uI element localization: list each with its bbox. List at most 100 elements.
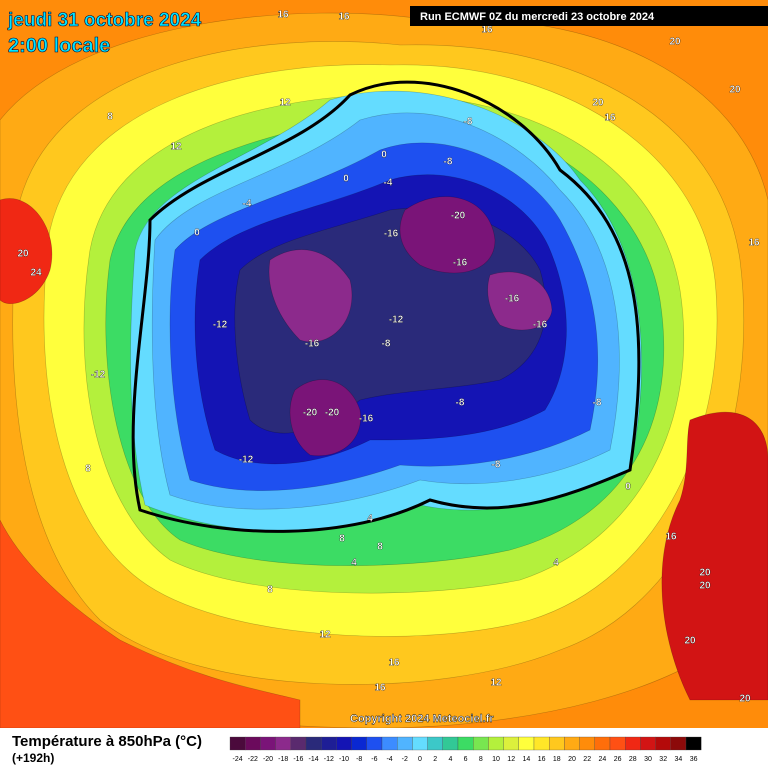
scale-swatch xyxy=(533,736,550,751)
scale-swatch xyxy=(609,736,626,751)
contour-label: 0 xyxy=(194,228,200,239)
scale-tick-label: 4 xyxy=(448,756,452,763)
copyright: Copyright 2024 Meteociel.fr xyxy=(350,713,494,725)
lead-time: (+192h) xyxy=(12,751,54,765)
contour-label: -16 xyxy=(505,294,520,305)
scale-swatch xyxy=(275,736,291,751)
contour-label: 20 xyxy=(729,85,741,96)
contour-label: -8 xyxy=(382,339,391,350)
scale-swatch xyxy=(670,736,687,751)
scale-swatch xyxy=(351,736,367,751)
scale-swatch xyxy=(594,736,611,751)
scale-tick-label: -12 xyxy=(324,756,334,763)
scale-tick-label: -22 xyxy=(248,756,258,763)
temperature-band xyxy=(0,198,53,305)
contour-label: 16 xyxy=(388,658,400,669)
scale-tick-label: 32 xyxy=(659,756,667,763)
scale-swatch xyxy=(381,736,398,751)
contour-label: 24 xyxy=(30,268,42,279)
contour-label: -4 xyxy=(243,199,252,210)
scale-tick-label: 24 xyxy=(599,756,607,763)
scale-swatch xyxy=(503,736,519,751)
scale-tick-label: 36 xyxy=(690,756,698,763)
contour-label: 8 xyxy=(107,112,113,123)
contour-label: 16 xyxy=(374,683,386,694)
contour-label: 4 xyxy=(553,558,559,569)
scale-tick-label: 12 xyxy=(507,756,515,763)
scale-tick-label: 10 xyxy=(492,756,500,763)
scale-swatch xyxy=(412,736,428,751)
scale-tick-label: 16 xyxy=(538,756,546,763)
temperature-band xyxy=(661,411,768,701)
temperature-band xyxy=(399,196,496,274)
contour-label: -12 xyxy=(389,315,404,326)
temperature-field xyxy=(0,12,768,729)
scale-tick-label: 18 xyxy=(553,756,561,763)
scale-swatch xyxy=(625,736,641,751)
scale-swatch xyxy=(640,736,656,751)
scale-swatch xyxy=(260,736,276,751)
scale-tick-label: 6 xyxy=(464,756,468,763)
contour-label: 12 xyxy=(279,98,291,109)
contour-label: 16 xyxy=(748,238,760,249)
scale-tick-label: 2 xyxy=(433,756,437,763)
scale-swatch xyxy=(564,736,580,751)
contour-label: -20 xyxy=(303,408,318,419)
scale-tick-label: -10 xyxy=(339,756,349,763)
contour-label: 8 xyxy=(267,585,273,596)
scale-swatch xyxy=(685,736,702,751)
scale-swatch xyxy=(321,736,337,751)
scale-tick-label: -18 xyxy=(278,756,288,763)
contour-label: -16 xyxy=(305,339,320,350)
scale-swatch xyxy=(245,736,261,751)
scale-tick-label: -24 xyxy=(233,756,243,763)
temperature-band xyxy=(487,271,553,331)
contour-label: 12 xyxy=(319,630,331,641)
contour-label: 4 xyxy=(367,514,373,525)
zero-isotherm xyxy=(131,80,641,533)
contour-label: -8 xyxy=(456,398,465,409)
scale-tick-label: -20 xyxy=(263,756,273,763)
scale-tick-label: 30 xyxy=(644,756,652,763)
contour-label: -12 xyxy=(91,370,106,381)
scale-tick-label: -6 xyxy=(371,756,377,763)
scale-tick-label: -4 xyxy=(386,756,392,763)
scale-swatch xyxy=(397,736,413,751)
scale-swatch xyxy=(488,736,504,751)
contour-label: 16 xyxy=(277,10,289,21)
contour-label: -8 xyxy=(444,157,453,168)
scale-swatch xyxy=(336,736,352,751)
contour-label: 16 xyxy=(604,113,616,124)
scale-swatch xyxy=(229,736,246,751)
scale-swatch xyxy=(442,736,459,751)
scale-swatch xyxy=(457,736,474,751)
scale-tick-label: 34 xyxy=(675,756,683,763)
contour-label: -20 xyxy=(325,408,340,419)
scale-swatch xyxy=(427,736,443,751)
temperature-band xyxy=(0,519,301,729)
scale-tick-label: -2 xyxy=(402,756,408,763)
contour-label: 0 xyxy=(381,150,387,161)
run-info: Run ECMWF 0Z du mercredi 23 octobre 2024 xyxy=(420,11,655,23)
contour-label: -12 xyxy=(239,455,254,466)
contour-label: 20 xyxy=(739,694,751,705)
contour-label: 12 xyxy=(170,142,182,153)
contour-label: 16 xyxy=(665,532,677,543)
scale-swatch xyxy=(579,736,595,751)
contour-label: 8 xyxy=(339,534,345,545)
scale-swatch xyxy=(518,736,535,751)
time: 2:00 locale xyxy=(8,35,110,57)
contour-label: -8 xyxy=(593,398,602,409)
contour-label: 16 xyxy=(338,12,350,23)
contour-label: 0 xyxy=(343,174,349,185)
contour-label: -16 xyxy=(359,414,374,425)
scale-tick-label: -16 xyxy=(293,756,303,763)
scale-swatch xyxy=(549,736,565,751)
contour-label: 8 xyxy=(85,464,91,475)
scale-tick-label: 20 xyxy=(568,756,576,763)
contour-label: -16 xyxy=(453,258,468,269)
contour-label: 20 xyxy=(17,249,29,260)
contour-label: 20 xyxy=(592,98,604,109)
contour-label: -16 xyxy=(384,229,399,240)
contour-label: 20 xyxy=(699,581,711,592)
